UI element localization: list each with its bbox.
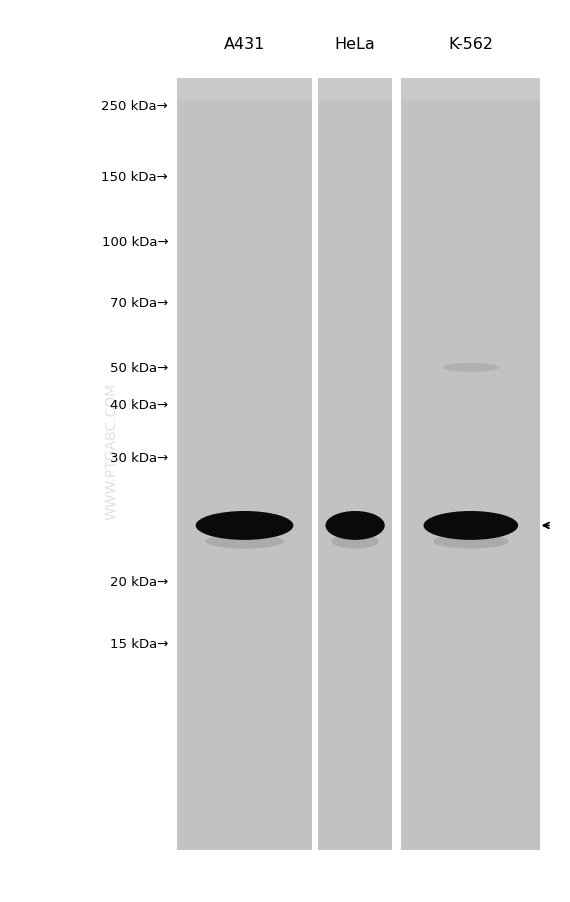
Text: 100 kDa→: 100 kDa→ <box>101 235 168 248</box>
Text: 15 kDa→: 15 kDa→ <box>110 638 168 650</box>
Ellipse shape <box>442 364 499 373</box>
Text: 30 kDa→: 30 kDa→ <box>110 452 168 465</box>
Bar <box>318 79 392 102</box>
Bar <box>177 79 312 102</box>
Ellipse shape <box>433 535 508 549</box>
Bar <box>177 79 312 850</box>
Ellipse shape <box>325 511 385 540</box>
Ellipse shape <box>424 511 518 540</box>
Text: HeLa: HeLa <box>335 37 376 52</box>
Text: 150 kDa→: 150 kDa→ <box>101 171 168 184</box>
Ellipse shape <box>331 535 379 549</box>
Ellipse shape <box>205 535 284 549</box>
Bar <box>312 79 318 850</box>
Bar <box>401 79 540 850</box>
Bar <box>318 79 392 850</box>
Bar <box>401 79 540 102</box>
Bar <box>392 79 401 850</box>
Text: 40 kDa→: 40 kDa→ <box>110 399 168 411</box>
Text: 70 kDa→: 70 kDa→ <box>110 297 168 309</box>
Text: WWW.PTGABC.COM: WWW.PTGABC.COM <box>104 382 118 520</box>
Text: 50 kDa→: 50 kDa→ <box>110 362 168 374</box>
Text: K-562: K-562 <box>449 37 493 52</box>
Text: 20 kDa→: 20 kDa→ <box>110 575 168 588</box>
Text: A431: A431 <box>224 37 265 52</box>
Text: 250 kDa→: 250 kDa→ <box>101 100 168 113</box>
Ellipse shape <box>196 511 294 540</box>
